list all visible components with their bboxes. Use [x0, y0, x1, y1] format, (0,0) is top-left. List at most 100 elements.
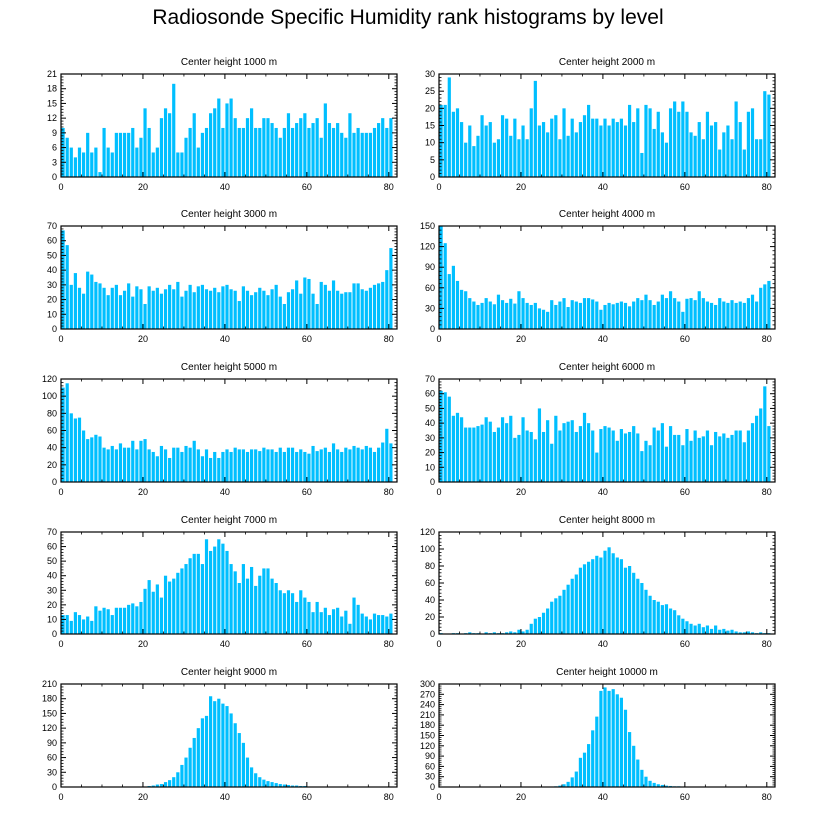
histogram-bar	[697, 291, 701, 329]
y-tick-label: 25	[425, 86, 435, 96]
histogram-bar	[188, 127, 192, 177]
y-tick-label: 30	[425, 433, 435, 443]
histogram-bar	[114, 449, 118, 482]
x-tick-label: 0	[58, 792, 63, 802]
y-tick-label: 40	[47, 571, 57, 581]
histogram-bar	[336, 123, 340, 177]
histogram-bar	[681, 445, 685, 482]
x-tick-label: 20	[516, 792, 526, 802]
histogram-bar	[472, 427, 476, 482]
histogram-bar	[521, 298, 525, 329]
histogram-bar	[767, 280, 771, 329]
histogram-bar	[742, 632, 746, 634]
histogram-bar	[755, 139, 759, 177]
histogram-bar	[459, 289, 464, 329]
histogram-bar	[127, 132, 131, 177]
histogram-bar	[582, 412, 587, 482]
histogram-bar	[476, 426, 480, 482]
histogram-bar	[734, 430, 738, 482]
histogram-bar	[213, 546, 217, 634]
histogram-bar	[106, 147, 110, 177]
x-tick-label: 60	[302, 639, 312, 649]
histogram-bar	[327, 615, 332, 634]
histogram-bar	[151, 290, 155, 329]
histogram-bar	[237, 449, 241, 482]
x-tick-label: 80	[762, 334, 772, 344]
y-tick-label: 0	[52, 324, 57, 334]
histogram-bar	[554, 415, 558, 482]
histogram-bar	[443, 392, 447, 482]
y-tick-label: 20	[425, 612, 435, 622]
histogram-bar	[636, 759, 640, 787]
histogram-bar	[282, 127, 286, 177]
histogram-bar	[644, 294, 648, 329]
histogram-bar	[311, 612, 315, 634]
plot-frame	[60, 73, 398, 178]
histogram-bar	[315, 601, 319, 634]
histogram-bar	[102, 447, 106, 482]
histogram-bar	[484, 417, 488, 482]
histogram-bar	[139, 137, 143, 177]
histogram-bar	[546, 311, 550, 329]
histogram-bar	[168, 113, 172, 177]
x-tick-label: 80	[762, 639, 772, 649]
histogram-bar	[640, 451, 644, 482]
histogram-bar	[286, 292, 291, 329]
histogram-bar	[389, 613, 393, 634]
plot-frame	[60, 683, 398, 788]
histogram-bar	[644, 104, 648, 177]
histogram-bar	[336, 449, 340, 482]
histogram-bar	[759, 632, 763, 634]
histogram-bar	[204, 127, 209, 177]
histogram-bar	[734, 302, 738, 329]
y-tick-label: 0	[52, 629, 57, 639]
y-tick-label: 60	[425, 761, 435, 771]
histogram-bar	[562, 108, 566, 177]
histogram-bar	[336, 607, 340, 634]
histogram-bar	[738, 301, 742, 329]
histogram-bar	[299, 118, 303, 177]
histogram-bar	[709, 445, 714, 482]
y-tick-label: 30	[425, 772, 435, 782]
histogram-bar	[266, 295, 270, 329]
histogram-bar	[262, 779, 266, 787]
histogram-bar	[336, 290, 340, 329]
histogram-bar	[492, 304, 496, 329]
histogram-bar	[693, 430, 697, 482]
histogram-bar	[135, 147, 139, 177]
histogram-bar	[664, 785, 669, 787]
histogram-bar	[447, 274, 451, 329]
panel-title: Center height 1000 m	[181, 57, 277, 68]
histogram-bar	[734, 631, 738, 634]
histogram-bar	[709, 302, 714, 329]
histogram-bar	[213, 287, 217, 329]
histogram-bar	[385, 270, 389, 329]
histogram-bar	[217, 539, 221, 634]
histogram-bar	[377, 123, 381, 177]
histogram-bar	[159, 597, 164, 634]
histogram-bar	[209, 550, 213, 634]
histogram-bar	[472, 146, 476, 177]
histogram-bar	[595, 301, 599, 329]
histogram-bar	[673, 610, 677, 634]
histogram-bar	[550, 601, 554, 634]
histogram-bar	[603, 426, 607, 482]
histogram-bar	[664, 446, 669, 482]
histogram-bar	[77, 615, 82, 634]
panel-6: Center height 6000 m 0 20 40 60 80 0 10 20 30 40 50…	[425, 362, 776, 497]
histogram-bar	[319, 449, 323, 482]
y-tick-label: 120	[420, 527, 435, 537]
histogram-bar	[525, 430, 529, 482]
histogram-bar	[513, 437, 517, 482]
histogram-bar	[295, 123, 299, 177]
histogram-bar	[168, 780, 172, 787]
histogram-bar	[106, 449, 110, 482]
histogram-bar	[705, 430, 710, 482]
x-tick-label: 40	[598, 182, 608, 192]
y-tick-label: 0	[52, 782, 57, 792]
histogram-bar	[172, 289, 176, 329]
histogram-bar	[196, 147, 200, 177]
y-tick-label: 20	[47, 600, 57, 610]
histogram-bar	[591, 118, 595, 177]
histogram-bar	[558, 595, 562, 634]
